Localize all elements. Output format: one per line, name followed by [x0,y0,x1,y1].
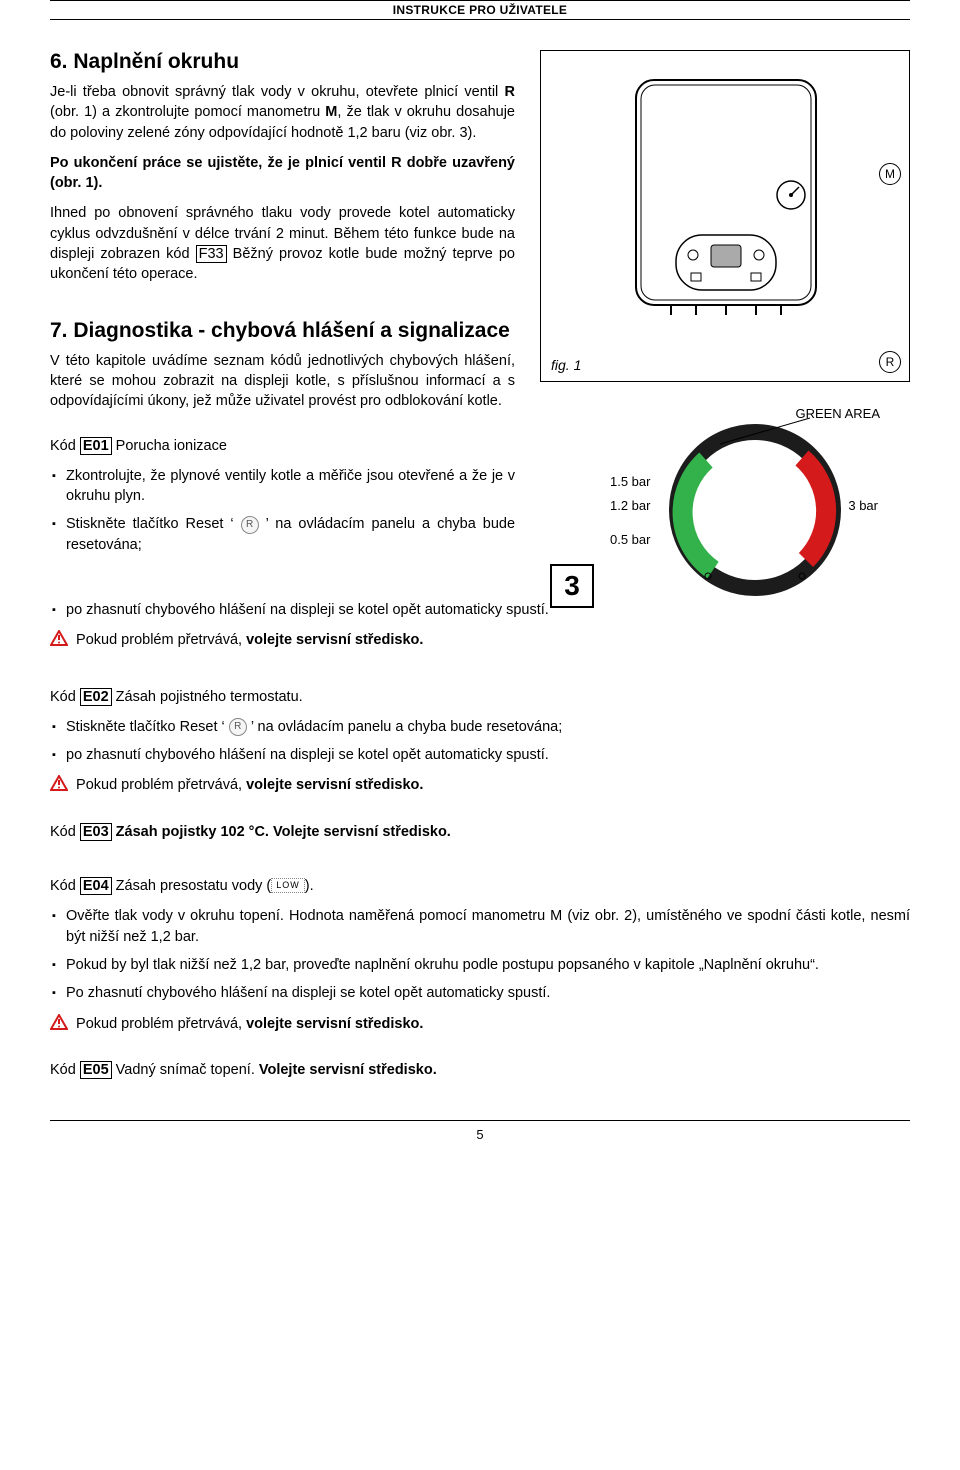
e02-title: Zásah pojistného termostatu. [112,689,303,705]
e01-warning: Pokud problém přetrvává, volejte servisn… [50,630,910,652]
e04-warning: Pokud problém přetrvává, volejte servisn… [50,1014,910,1036]
e01-step3: po zhasnutí chybového hlášení na displej… [50,600,910,620]
e05-title-b: Volejte servisní středisko. [259,1062,437,1078]
e04-step2: Pokud by byl tlak nižší než 1,2 bar, pro… [50,955,910,975]
kod-label: Kód [50,438,80,454]
section6-title: 6. Naplnění okruhu [50,50,515,74]
e02-code: E02 [80,688,112,706]
section6-p2: Po ukončení práce se ujistěte, že je pln… [50,153,515,194]
e03-heading: Kód E03 Zásah pojistky 102 °C. Volejte s… [50,822,910,842]
ref-r: R [505,84,515,100]
e04-code: E04 [80,877,112,895]
ref-m: M [325,104,337,120]
text-bold: volejte servisní středisko. [246,1016,423,1032]
section6-p3: Ihned po obnovení správného tlaku vody p… [50,203,515,284]
page-number: 5 [50,1120,910,1142]
kod-label: Kód [50,689,80,705]
text-bold: volejte servisní středisko. [246,632,423,648]
e02-step2: po zhasnutí chybového hlášení na displej… [50,745,910,765]
e01-title: Porucha ionizace [112,438,227,454]
e02-warning: Pokud problém přetrvává, volejte servisn… [50,775,910,797]
text: Pokud problém přetrvává, [72,777,246,793]
label-3bar: 3 bar [848,498,878,513]
label-15bar: 1.5 bar [610,474,650,489]
page-header: INSTRUKCE PRO UŽIVATELE [50,0,910,20]
warning-icon [50,630,68,652]
e02-step1: Stiskněte tlačítko Reset ‘ R ’ na ovláda… [50,717,910,737]
e01-heading: Kód E01 Porucha ionizace [50,436,515,456]
e01-code: E01 [80,437,112,455]
section6-p1: Je-li třeba obnovit správný tlak vody v … [50,82,515,143]
section7-title: 7. Diagnostika - chybová hlášení a signa… [50,319,515,343]
e02-heading: Kód E02 Zásah pojistného termostatu. [50,687,910,707]
fig1-label-r: R [879,351,901,373]
e05-code: E05 [80,1061,112,1079]
boiler-illustration [631,75,821,315]
label-12bar: 1.2 bar [610,498,650,513]
text-bold: volejte servisní středisko. [246,777,423,793]
e04-step3: Po zhasnutí chybového hlášení na displej… [50,983,910,1003]
e03-title: Zásah pojistky 102 °C. Volejte servisní … [112,824,451,840]
text: ’ na ovládacím panelu a chyba bude reset… [247,719,562,735]
e01-step1: Zkontrolujte, že plynové ventily kotle a… [50,466,515,507]
reset-icon: R [229,718,247,736]
kod-label: Kód [50,824,80,840]
text: Stiskněte tlačítko Reset ‘ [66,516,241,532]
e04-title: Zásah presostatu vody ( [112,878,272,894]
text: Pokud problém přetrvává, [72,1016,246,1032]
warning-icon [50,1014,68,1036]
reset-icon: R [241,516,259,534]
e01-step2: Stiskněte tlačítko Reset ‘ R ’ na ovláda… [50,514,515,555]
kod-label: Kód [50,878,80,894]
e05-heading: Kód E05 Vadný snímač topení. Volejte ser… [50,1060,910,1080]
figure3-gauge: GREEN AREA 1.5 bar 1.2 bar 0.5 bar 3 bar… [540,410,880,600]
fig1-label-m: M [879,163,901,185]
e04-step1: Ověřte tlak vody v okruhu topení. Hodnot… [50,906,910,947]
text: (obr. 1) a zkontrolujte pomocí manometru [50,104,325,120]
low-icon: LOW [271,878,305,893]
fig1-caption: fig. 1 [551,357,581,373]
code-f33: F33 [196,245,227,263]
e04-heading: Kód E04 Zásah presostatu vody (LOW). [50,876,910,896]
e05-title: Vadný snímač topení. [112,1062,259,1078]
text: Je-li třeba obnovit správný tlak vody v … [50,84,505,100]
green-area-label: GREEN AREA [795,406,880,421]
kod-label: Kód [50,1062,80,1078]
section7-intro: V této kapitole uvádíme seznam kódů jedn… [50,351,515,412]
text: Pokud problém přetrvává, [72,632,246,648]
figure1: M R fig. 1 [540,50,910,382]
text: ). [305,878,314,894]
text: Stiskněte tlačítko Reset ‘ [66,719,229,735]
warning-icon [50,775,68,797]
e03-code: E03 [80,823,112,841]
label-05bar: 0.5 bar [610,532,650,547]
